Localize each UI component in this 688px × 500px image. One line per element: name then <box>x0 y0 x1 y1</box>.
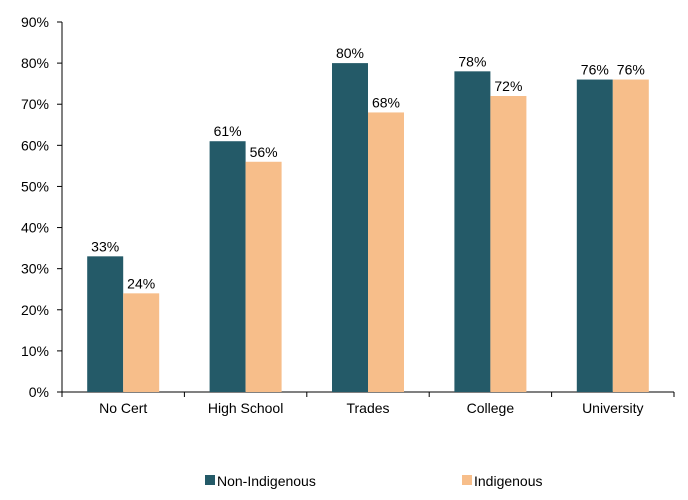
bar-non-indigenous <box>454 71 491 392</box>
y-tick-label: 30% <box>21 261 49 277</box>
data-label: 68% <box>372 94 400 110</box>
bar-non-indigenous <box>209 141 246 392</box>
y-tick-label: 0% <box>29 384 49 400</box>
bar-non-indigenous <box>332 63 368 392</box>
data-label: 72% <box>494 78 522 94</box>
bar-indigenous <box>123 293 160 392</box>
y-tick-label: 50% <box>21 178 49 194</box>
data-labels: 33% 24% 61% 56% 80% 68% 78% 72% 76% 76% <box>91 45 645 291</box>
y-tick-label: 60% <box>21 137 49 153</box>
bar-indigenous <box>490 96 527 392</box>
y-tick-label: 90% <box>21 14 49 30</box>
y-tick-label: 40% <box>21 220 49 236</box>
data-label: 33% <box>91 238 119 254</box>
legend-label: Indigenous <box>474 473 543 489</box>
bars <box>87 63 649 393</box>
data-label: 80% <box>336 45 364 61</box>
x-tick-label: Trades <box>346 400 389 416</box>
legend-swatch <box>462 475 472 485</box>
legend-swatch <box>205 475 215 485</box>
axes: 0% 10% 20% 30% 40% 50% 60% 70% 80% 90% No Cert High… <box>21 14 675 416</box>
bar-non-indigenous <box>576 79 613 393</box>
bar-indigenous <box>612 79 649 393</box>
data-label: 78% <box>458 53 486 69</box>
data-label: 61% <box>214 123 242 139</box>
x-tick-label: No Cert <box>99 400 147 416</box>
bar-indigenous <box>245 161 282 392</box>
data-label: 24% <box>127 275 155 291</box>
data-label: 56% <box>250 144 278 160</box>
legend: Non-Indigenous Indigenous <box>205 473 543 489</box>
data-label: 76% <box>617 62 645 78</box>
x-tick-label: University <box>582 400 643 416</box>
x-tick-label: High School <box>208 400 284 416</box>
y-tick-label: 80% <box>21 55 49 71</box>
y-tick-label: 20% <box>21 302 49 318</box>
legend-label: Non-Indigenous <box>217 473 316 489</box>
bar-non-indigenous <box>87 256 124 392</box>
bar-indigenous <box>368 112 404 392</box>
y-tick-label: 10% <box>21 343 49 359</box>
y-tick-label: 70% <box>21 96 49 112</box>
x-tick-label: College <box>467 400 515 416</box>
data-label: 76% <box>581 62 609 78</box>
